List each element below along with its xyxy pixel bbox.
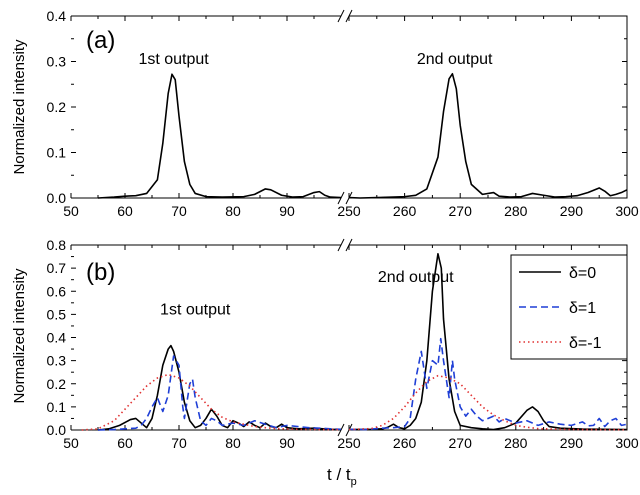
x-tick-label: 280	[504, 203, 528, 219]
x-axis-label: t / tp	[327, 465, 357, 488]
x-tick-label: 300	[615, 203, 639, 219]
x-tick-label: 270	[449, 435, 473, 451]
y-tick-label: 0.4	[47, 8, 67, 24]
x-tick-label: 280	[504, 435, 528, 451]
annotation-2nd-output-a: 2nd output	[417, 51, 493, 68]
panel-label-b: (b)	[86, 259, 115, 286]
y-tick-label: 0.0	[47, 422, 67, 438]
series-line-b-1-seg0	[97, 355, 342, 431]
series-line-b-2-seg0	[81, 373, 341, 431]
x-tick-label: 300	[615, 435, 639, 451]
y-tick-label: 0.3	[47, 54, 67, 70]
x-tick-label: 260	[393, 203, 417, 219]
x-tick-label: 50	[63, 435, 79, 451]
x-tick-label: 80	[225, 203, 241, 219]
x-tick-label: 290	[560, 435, 584, 451]
y-tick-label: 0.7	[47, 260, 67, 276]
legend-label-delta-neg1: δ=-1	[569, 335, 602, 352]
y-axis-label-b: Normalized intensity	[11, 268, 28, 404]
panel-a: 0.0 0.1 0.2 0.3 0.4 50 60 70 80 90 250 260 270 280 290…	[11, 8, 639, 219]
x-tick-label: 90	[279, 203, 295, 219]
axis-break-mark	[337, 423, 345, 437]
x-tick-label: 250	[337, 203, 361, 219]
panel-label-a: (a)	[86, 27, 115, 54]
axis-break-b	[337, 238, 353, 437]
tick-marks-a	[70, 15, 628, 199]
x-tick-label: 60	[117, 435, 133, 451]
y-tick-label: 0.1	[47, 145, 67, 161]
y-tick-label: 0.4	[47, 330, 67, 346]
annotation-2nd-output-b: 2nd output	[378, 269, 454, 286]
legend-label-delta-0: δ=0	[569, 265, 596, 282]
y-axis-label-a: Normalized intensity	[11, 39, 28, 175]
tick-labels-a: 0.0 0.1 0.2 0.3 0.4 50 60 70 80 90 250 260 270 280 290…	[47, 8, 639, 219]
x-tick-label: 70	[171, 203, 187, 219]
series-line-a-0-seg0	[97, 73, 342, 199]
x-tick-label: 250	[337, 435, 361, 451]
y-tick-label: 0.1	[47, 399, 67, 415]
series-line-b-0-seg1	[348, 252, 628, 431]
series-group-b	[81, 252, 628, 431]
series-group-a	[97, 72, 628, 199]
x-tick-label: 50	[63, 203, 79, 219]
x-tick-label: 90	[279, 435, 295, 451]
panel-b: 0.0 0.1 0.2 0.3 0.4 0.5 0.6 0.7 0.8 50 60 70 80 90 250…	[11, 237, 639, 488]
x-tick-label: 60	[117, 203, 133, 219]
x-tick-label: 260	[393, 435, 417, 451]
x-tick-label: 70	[171, 435, 187, 451]
axis-break-mark	[337, 238, 345, 252]
x-axis-label-main: t / t	[327, 465, 351, 484]
series-line-a-0-seg1	[348, 72, 628, 199]
y-tick-label: 0.6	[47, 283, 67, 299]
x-tick-label: 80	[225, 435, 241, 451]
y-tick-label: 0.3	[47, 353, 67, 369]
annotation-1st-output-a: 1st output	[138, 51, 209, 68]
annotation-1st-output-b: 1st output	[160, 301, 231, 318]
axis-break-mark	[337, 191, 345, 205]
x-axis-label-subscript: p	[351, 476, 357, 488]
axis-break-mark	[337, 9, 345, 23]
y-tick-label: 0.0	[47, 190, 67, 206]
series-line-b-2-seg1	[348, 374, 628, 431]
series-line-b-0-seg0	[97, 344, 342, 431]
tick-labels-b: 0.0 0.1 0.2 0.3 0.4 0.5 0.6 0.7 0.8 50 60 70 80 90 250…	[47, 237, 639, 451]
x-tick-label: 270	[449, 203, 473, 219]
y-tick-label: 0.5	[47, 306, 67, 322]
axis-break-a	[337, 9, 353, 205]
y-tick-label: 0.2	[47, 376, 67, 392]
legend: δ=0 δ=1 δ=-1	[510, 254, 628, 360]
legend-label-delta-1: δ=1	[569, 300, 596, 317]
axes-frame-a	[71, 15, 628, 199]
series-line-b-1-seg1	[348, 337, 628, 431]
x-tick-label: 290	[560, 203, 584, 219]
y-tick-label: 0.8	[47, 237, 67, 253]
y-tick-label: 0.2	[47, 99, 67, 115]
